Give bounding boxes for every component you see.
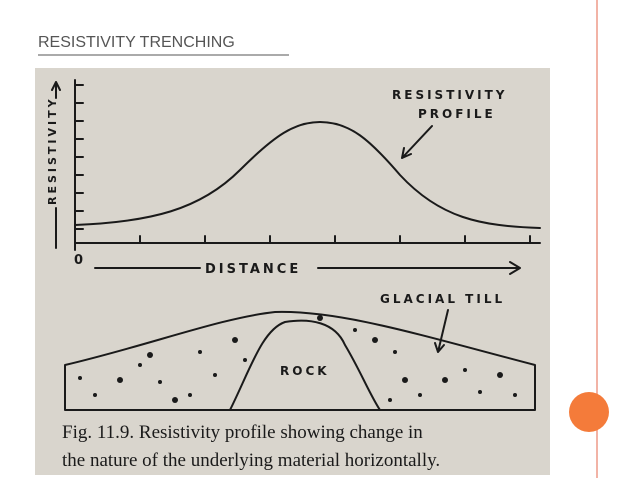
profile-label: RESISTIVITY [392,88,507,102]
x-axis-label: DISTANCE [205,262,301,277]
caption: Fig. 11.9. Resistivity profile showing c… [62,422,423,443]
figure: RESISTIVITY 0 DISTANCE RESISTIVITY PROFI… [35,68,550,475]
till-label: GLACIAL TILL [380,292,505,306]
x-ticks [139,235,531,244]
profile-label: PROFILE [418,107,496,121]
rock-label: ROCK [280,364,330,378]
accent-dot [569,392,609,432]
y-axis-label: RESISTIVITY [46,96,59,205]
till-dots [78,315,517,403]
y-ticks [74,84,84,230]
rock-outline [229,319,381,411]
caption: the nature of the underlying material ho… [62,450,440,471]
slide-title: RESISTIVITY TRENCHING [38,34,235,51]
distance-arrow [94,261,521,275]
till-pointer [434,309,449,353]
resistivity-curve [74,121,541,229]
glacial-till [64,310,536,411]
profile-pointer [401,125,433,159]
y-arrow [51,81,61,249]
origin-label: 0 [74,253,86,268]
figure-background [35,68,550,475]
